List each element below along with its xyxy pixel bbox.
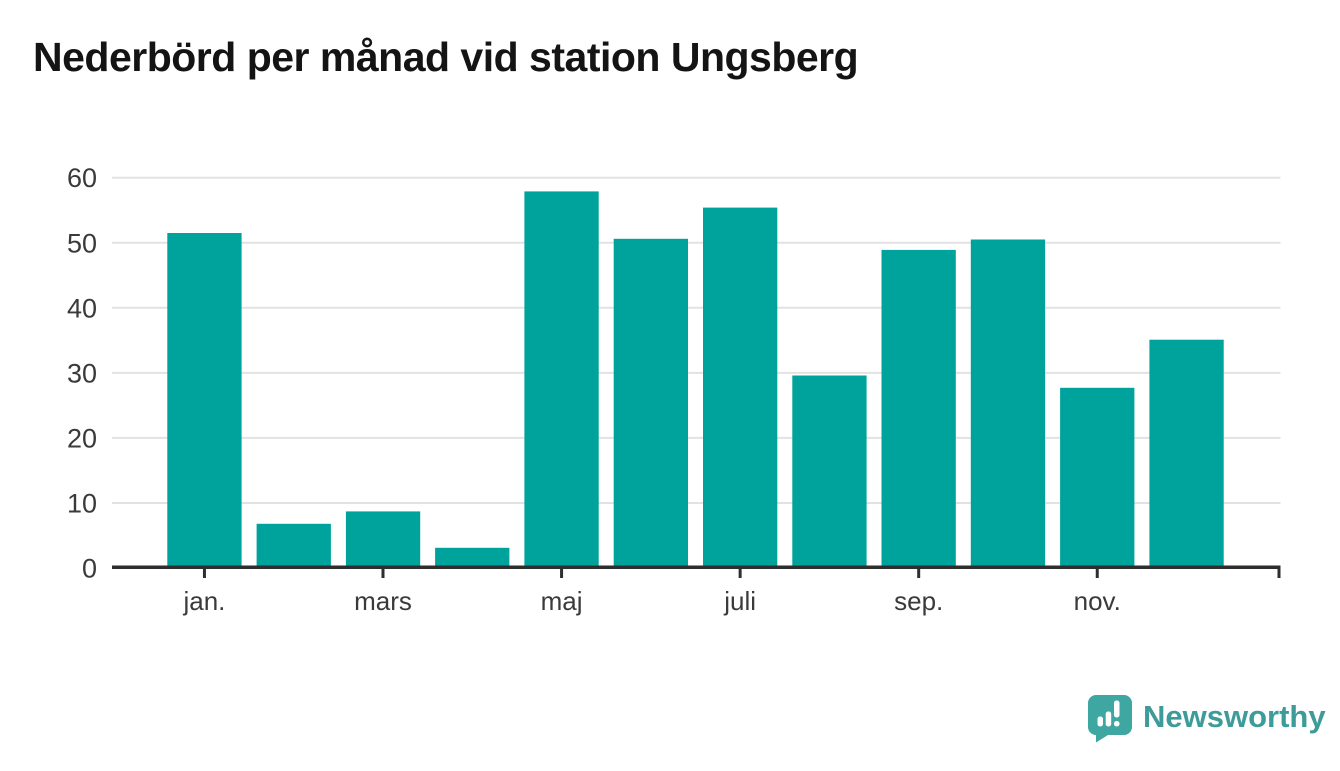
- bar: [1149, 339, 1224, 568]
- bar: [792, 375, 867, 568]
- bar: [613, 238, 688, 569]
- x-tick-label: nov.: [1074, 586, 1121, 616]
- bar-chart: 0 10 20 30 40 50 60 jan. mars maj juli sep. nov.: [67, 163, 1281, 616]
- y-tick-label: 20: [67, 423, 97, 453]
- x-tick-label: maj: [541, 586, 583, 616]
- bar: [435, 547, 510, 568]
- x-tick-label: mars: [354, 586, 412, 616]
- y-tick-label: 10: [67, 488, 97, 518]
- newsworthy-logo-icon: [1088, 695, 1132, 743]
- x-tick-label: sep.: [894, 586, 943, 616]
- y-tick-label: 60: [67, 163, 97, 193]
- bar: [703, 207, 778, 568]
- bar: [881, 249, 956, 568]
- chart-title: Nederbörd per månad vid station Ungsberg: [33, 34, 859, 80]
- brand-footer: Newsworthy: [1086, 692, 1326, 744]
- y-tick-label: 40: [67, 293, 97, 323]
- bar: [1060, 387, 1135, 568]
- y-tick-label: 50: [67, 228, 97, 258]
- x-tick-label: jan.: [182, 586, 225, 616]
- bar: [345, 511, 421, 568]
- y-tick-label: 30: [67, 358, 97, 388]
- bar: [970, 239, 1046, 568]
- bar: [524, 191, 599, 568]
- bar: [256, 523, 331, 568]
- bar: [167, 233, 242, 568]
- brand-wordmark: Newsworthy: [1143, 698, 1326, 734]
- x-tick-label: juli: [723, 586, 756, 616]
- y-tick-label: 0: [82, 554, 97, 584]
